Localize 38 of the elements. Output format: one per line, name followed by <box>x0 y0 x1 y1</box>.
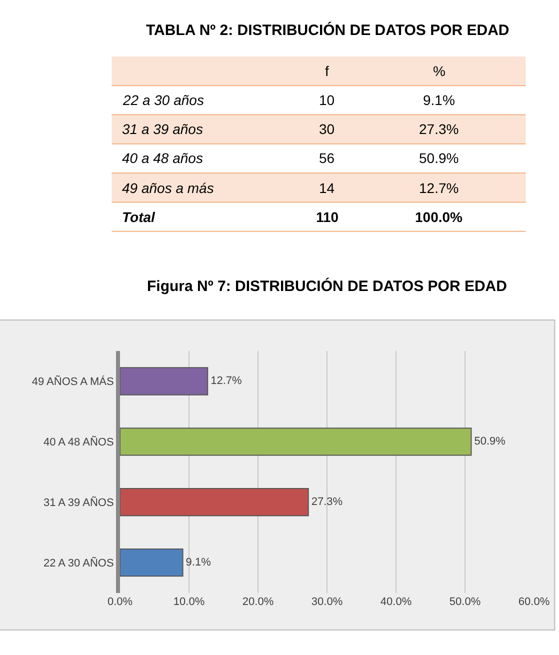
data-label: 12.7% <box>210 375 242 388</box>
text: 9.1% <box>423 92 455 108</box>
y-tick-label: 49 AÑOS A MÁS <box>32 375 114 388</box>
chart-title: Figura Nº 7: DISTRIBUCIÓN DE DATOS POR EDAD <box>147 277 508 295</box>
text: f <box>325 63 329 79</box>
text: 31 a 39 años <box>122 121 203 137</box>
text: 30 <box>319 121 335 137</box>
bar <box>120 367 208 396</box>
data-label: 9.1% <box>186 556 212 569</box>
text: Total <box>122 209 156 225</box>
text: 50.9% <box>419 150 459 166</box>
x-tick-label: 30.0% <box>311 596 343 608</box>
text: TABLA Nº 2: DISTRIBUCIÓN DE DATOS POR EDAD <box>146 21 510 39</box>
y-tick-label: 22 A 30 AÑOS <box>43 556 114 570</box>
data-label: 27.3% <box>311 496 343 508</box>
text: 10 <box>319 92 335 108</box>
bar <box>120 548 184 577</box>
y-tick-label: 31 A 39 AÑOS <box>43 496 114 509</box>
text: % <box>433 63 446 79</box>
x-tick-label: 40.0% <box>380 596 412 608</box>
text: 49 años a más <box>122 180 214 196</box>
text: 14 <box>319 180 335 196</box>
text: 40 a 48 años <box>122 150 203 166</box>
x-tick-label: 20.0% <box>242 596 274 608</box>
text: 12.7% <box>419 180 459 196</box>
text: 22 a 30 años <box>122 92 204 108</box>
y-tick-label: 40 A 48 AÑOS <box>43 436 114 449</box>
text: 56 <box>319 150 335 166</box>
data-label: 50.9% <box>474 436 506 448</box>
text: 100.0% <box>415 209 464 225</box>
x-tick-label: 50.0% <box>449 596 481 608</box>
bar <box>120 488 309 516</box>
x-tick-label: 0.0% <box>107 596 133 608</box>
x-tick-label: 10.0% <box>173 596 205 608</box>
text: 27.3% <box>419 121 459 137</box>
bar <box>120 428 472 456</box>
x-tick-label: 60.0% <box>518 596 550 608</box>
text: 110 <box>316 209 339 225</box>
